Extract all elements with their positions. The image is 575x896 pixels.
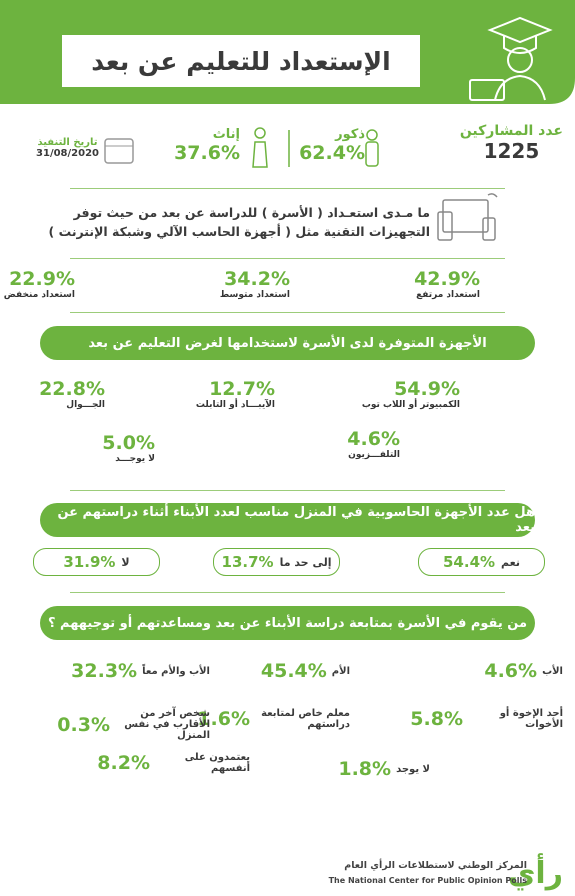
answer-box: لا 31.9% (33, 548, 160, 576)
stat-value: 54.9% (394, 378, 460, 400)
participants-value: 1225 (483, 139, 540, 163)
answer-value: 0.3% (57, 713, 110, 736)
stat-value: 4.6% (347, 428, 400, 450)
stat-item: 22.9% استعداد منخفض (4, 268, 75, 300)
answer-label: لا (121, 555, 130, 569)
section-title: هل عدد الأجهزة الحاسوبية في المنزل مناسب… (40, 503, 535, 537)
footer-ar: المركز الوطني لاستطلاعات الرأي العام (344, 860, 527, 871)
male-label: ذكور (335, 127, 365, 142)
devices-icon (437, 193, 498, 241)
answer: يعتمدون على أنفسهم 8.2% (97, 752, 250, 774)
stat-item: 34.2% استعداد متوسط (220, 268, 290, 300)
divider (70, 312, 505, 313)
answer-value: 45.4% (260, 660, 327, 682)
answer-label: لا يوجد (396, 763, 430, 775)
male-value: 62.4% (299, 142, 365, 164)
answer-label: أحد الإخوة أو الأخوات (499, 708, 563, 730)
answer: معلم خاص لمتابعة دراستهم 1.6% (197, 708, 350, 730)
stat-label: الكمبيوتر أو اللاب توب (361, 400, 460, 410)
date-value: 31/08/2020 (36, 148, 99, 159)
answer-label: نعم (501, 555, 521, 569)
title: الإستعداد للتعليم عن بعد (62, 35, 420, 87)
answer: لا يوجد 1.8% (338, 758, 430, 780)
stat-value: 22.8% (39, 378, 105, 400)
answer-value: 4.6% (484, 660, 538, 682)
question: ما مـدى استعـداد ( الأسرة ) للدراسة عن ب… (10, 203, 430, 241)
participants-label: عدد المشاركين (459, 123, 563, 139)
answer-label: الأم (331, 665, 350, 677)
answer-box: إلى حد ما 13.7% (213, 548, 340, 576)
footer-en: The National Center for Public Opinion P… (328, 876, 527, 885)
answer: الأم 45.4% (261, 660, 350, 682)
calendar-icon (104, 138, 134, 164)
stat-value: 22.9% (9, 268, 75, 290)
stat-label: استعداد متوسط (219, 290, 290, 300)
answer-label: شخص آخر من الأقارب في نفس المنزل (124, 708, 210, 741)
answer: شخص آخر من الأقارب في نفس المنزل 0.3% (57, 708, 210, 741)
stat-item: 54.9% الكمبيوتر أو اللاب توب (362, 378, 460, 410)
female-icon (252, 127, 268, 168)
answer-label: يعتمدون على أنفسهم (184, 752, 250, 774)
divider (70, 490, 505, 491)
date-label: تاريخ التنفيذ (37, 137, 98, 148)
answer-label: الأب والأم معاً (142, 665, 210, 677)
stat-label: استعداد مرتفع (416, 290, 480, 300)
gender-icons (288, 129, 379, 167)
answer-label: معلم خاص لمتابعة دراستهم (261, 708, 350, 730)
section-title: الأجهزة المتوفرة لدى الأسرة لاستخدامها ل… (40, 326, 535, 360)
divider (70, 592, 505, 593)
answer-box: نعم 54.4% (418, 548, 545, 576)
answer: أحد الإخوة أو الأخوات 5.8% (410, 708, 563, 730)
stat-value: 12.7% (209, 378, 275, 400)
answer-value: 13.7% (221, 553, 274, 571)
section-title: من يقوم في الأسرة بمتابعة دراسة الأبناء … (40, 606, 535, 640)
date: تاريخ التنفيذ 31/08/2020 (36, 137, 99, 159)
answer-label: الأب (542, 665, 563, 677)
divider (70, 258, 505, 259)
divider (70, 188, 505, 189)
participants: عدد المشاركين 1225 (460, 123, 563, 163)
stat-label: التلفـــزيون (348, 450, 400, 460)
answer: الأب 4.6% (484, 660, 563, 682)
male: ذكور 62.4% (299, 127, 365, 164)
stat-item: 12.7% الآيبـــاد أو التابلت (196, 378, 275, 410)
stat-label: استعداد منخفض (3, 290, 75, 300)
female-value: 37.6% (174, 142, 240, 164)
female: إناث 37.6% (174, 127, 240, 164)
answer-value: 54.4% (443, 553, 496, 571)
stat-item: 42.9% استعداد مرتفع (414, 268, 480, 300)
answer-value: 8.2% (97, 752, 150, 774)
stat-value: 34.2% (224, 268, 290, 290)
answer-value: 5.8% (410, 708, 463, 730)
stat-value: 42.9% (414, 268, 480, 290)
answer-value: 1.8% (338, 758, 392, 780)
stat-item: 5.0% لا يوجـــد (102, 432, 155, 464)
answer-value: 1.6% (197, 708, 250, 730)
answer-value: 31.9% (63, 553, 116, 571)
question-line: ما مـدى استعـداد ( الأسرة ) للدراسة عن ب… (73, 205, 430, 220)
female-label: إناث (212, 127, 240, 142)
logo: رأي (507, 856, 563, 891)
answer-value: 32.3% (71, 660, 138, 682)
stat-label: لا يوجـــد (115, 454, 155, 464)
stat-label: الآيبـــاد أو التابلت (195, 400, 275, 410)
question-line: التجهيزات التقنية مثل ( أجهزة الحاسب الآ… (48, 224, 430, 239)
stat-value: 5.0% (102, 432, 155, 454)
stat-item: 22.8% الجـــوال (39, 378, 105, 410)
answer-label: إلى حد ما (279, 555, 332, 569)
stat-label: الجـــوال (66, 400, 105, 410)
answer: الأب والأم معاً 32.3% (71, 660, 210, 682)
stat-item: 4.6% التلفـــزيون (347, 428, 400, 460)
